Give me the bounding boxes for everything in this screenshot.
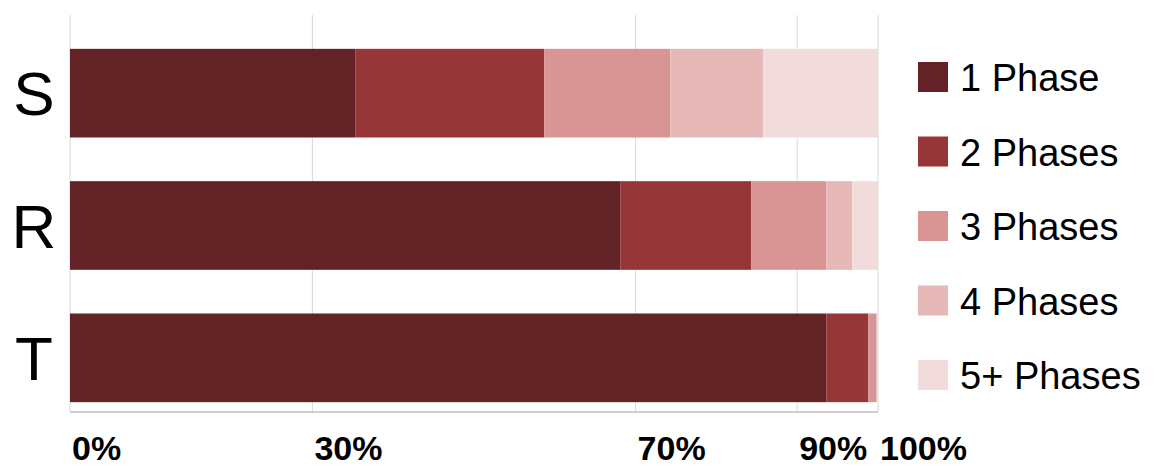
tick-label: 70% [638,429,706,467]
tick-label: 100% [880,429,967,467]
legend-label: 2 Phases [960,132,1118,174]
category-label: R [12,192,57,261]
bar-segment [826,314,868,403]
bars [70,49,878,402]
bar-segment [70,314,826,403]
legend-swatch [918,211,948,241]
category-label: S [13,59,54,128]
bar-segment [355,49,544,138]
bar-segment [751,181,826,270]
bar-segment [876,314,878,403]
tick-label: 30% [314,429,382,467]
bar-segment [670,49,763,138]
chart: 0% 30% 70% 90% 100% SRT 1 Phase 2 Phases 3 Phase… [0,0,1161,475]
bar-segment [852,181,878,270]
legend-swatch [918,137,948,167]
legend-label: 3 Phases [960,206,1118,248]
x-axis-line [70,411,878,413]
category-label: T [15,324,53,393]
tick-label: 0% [72,429,121,467]
bar-segment [826,181,852,270]
bar-segment [877,314,878,403]
tick-label: 90% [799,429,867,467]
bar-segment [620,181,751,270]
legend-label: 5+ Phases [960,355,1141,397]
bar-segment [763,49,878,138]
bar-segment [544,49,670,138]
bar-segment [70,181,620,270]
legend-swatch [918,286,948,316]
legend-swatch [918,62,948,92]
legend-swatch [918,360,948,390]
legend-label: 1 Phase [960,57,1099,99]
bar-segment [868,314,876,403]
legend-label: 4 Phases [960,281,1118,323]
bar-segment [70,49,355,138]
